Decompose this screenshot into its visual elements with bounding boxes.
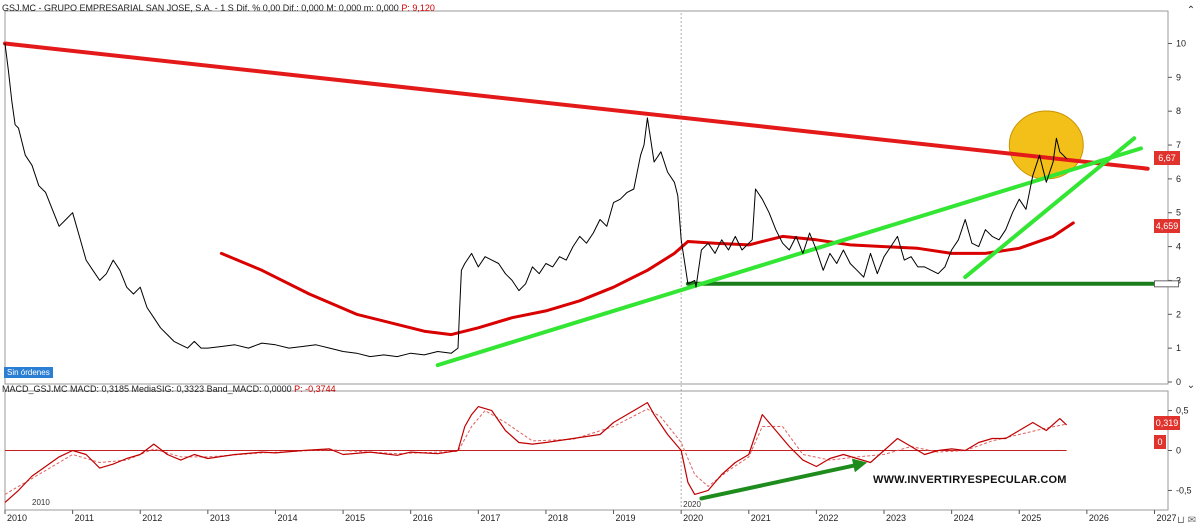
x-tick-label: 2027 <box>1156 513 1176 523</box>
x-tick-label: 2024 <box>954 513 974 523</box>
price-panel-last: P: 9,120 <box>401 3 435 13</box>
orders-status-badge[interactable]: Sin órdenes <box>4 367 53 378</box>
x-tick-label: 2011 <box>75 513 94 523</box>
watermark: WWW.INVERTIRYESPECULAR.COM <box>873 474 1067 486</box>
x-tick-label: 2018 <box>548 513 568 523</box>
macd-zero-badge: 0 <box>1154 435 1166 449</box>
moving-average-line <box>219 221 1075 337</box>
x-tick-label: 2010 <box>7 513 27 523</box>
macd-panel-last: P: -0,3744 <box>294 384 336 394</box>
x-tick-label: 2025 <box>1021 513 1041 523</box>
x-tick-label: 2023 <box>886 513 906 523</box>
x-tick-label: 2014 <box>277 513 297 523</box>
y-tick-label: 7 <box>1176 140 1181 150</box>
chevron-up-icon[interactable]: ⌃ <box>1186 5 1196 16</box>
y-tick-label: 1 <box>1176 343 1181 353</box>
divergence-arrow-head <box>851 458 868 473</box>
x-tick-label: 2013 <box>210 513 230 523</box>
steep-trendline <box>963 136 1137 280</box>
price-panel-header: GSJ.MC - GRUPO EMPRESARIAL SAN JOSE, S.A… <box>2 3 435 13</box>
chevron-down-icon[interactable]: ⌄ <box>1186 380 1196 391</box>
x-tick-label: 2012 <box>142 513 162 523</box>
y-tick-label: 10 <box>1176 38 1186 48</box>
x-tick-label: 2026 <box>1089 513 1109 523</box>
year-2010-label: 2010 <box>32 498 50 507</box>
last-price-badge: 6,67 <box>1154 151 1180 165</box>
resistance-trendline <box>3 41 1150 171</box>
x-tick-label: 2017 <box>480 513 500 523</box>
footer-toolbar[interactable]: ⊔ ✉ <box>1177 515 1196 526</box>
support-trendline <box>435 146 1143 368</box>
price-series-line <box>4 43 1068 358</box>
price-panel-frame <box>4 10 1169 385</box>
macd-panel-header: MACD_GSJ.MC MACD: 0,3185 MediaSIG: 0,332… <box>2 384 336 394</box>
macd-panel-title: MACD_GSJ.MC MACD: 0,3185 MediaSIG: 0,332… <box>2 384 292 394</box>
macd-panel: -0,5 0 0,5 2020 2010 <box>4 390 1192 511</box>
x-tick-label: 2021 <box>751 513 771 523</box>
time-axis: 2010 2011 2012 2013 2014 2015 2016 2017 2018 2019… <box>4 510 1177 523</box>
x-tick-label: 2022 <box>818 513 838 523</box>
price-panel-title: GSJ.MC - GRUPO EMPRESARIAL SAN JOSE, S.A… <box>2 3 399 13</box>
support-line-end-marker <box>1153 280 1179 288</box>
y-tick-label: 2 <box>1176 309 1181 319</box>
price-panel: 012345678910 <box>3 10 1186 508</box>
macd-value-badge: 0,319 <box>1154 416 1180 430</box>
moving-average-badge: 4,659 <box>1154 219 1180 233</box>
macd-y-tick-label: 0,5 <box>1176 406 1189 416</box>
x-tick-label: 2015 <box>345 513 365 523</box>
year-2020-label: 2020 <box>683 500 701 509</box>
y-tick-label: 6 <box>1176 174 1181 184</box>
x-tick-label: 2020 <box>683 513 703 523</box>
y-tick-label: 9 <box>1176 72 1181 82</box>
macd-line <box>4 402 1068 503</box>
y-tick-label: 5 <box>1176 208 1181 218</box>
macd-y-tick-label: 0 <box>1176 446 1181 456</box>
divergence-arrow-shaft <box>699 462 862 501</box>
y-tick-label: 4 <box>1176 242 1181 252</box>
macd-y-tick-label: -0,5 <box>1176 485 1192 495</box>
x-tick-label: 2016 <box>413 513 433 523</box>
y-tick-label: 0 <box>1176 377 1181 387</box>
x-tick-label: 2019 <box>616 513 636 523</box>
y-tick-label: 8 <box>1176 106 1181 116</box>
